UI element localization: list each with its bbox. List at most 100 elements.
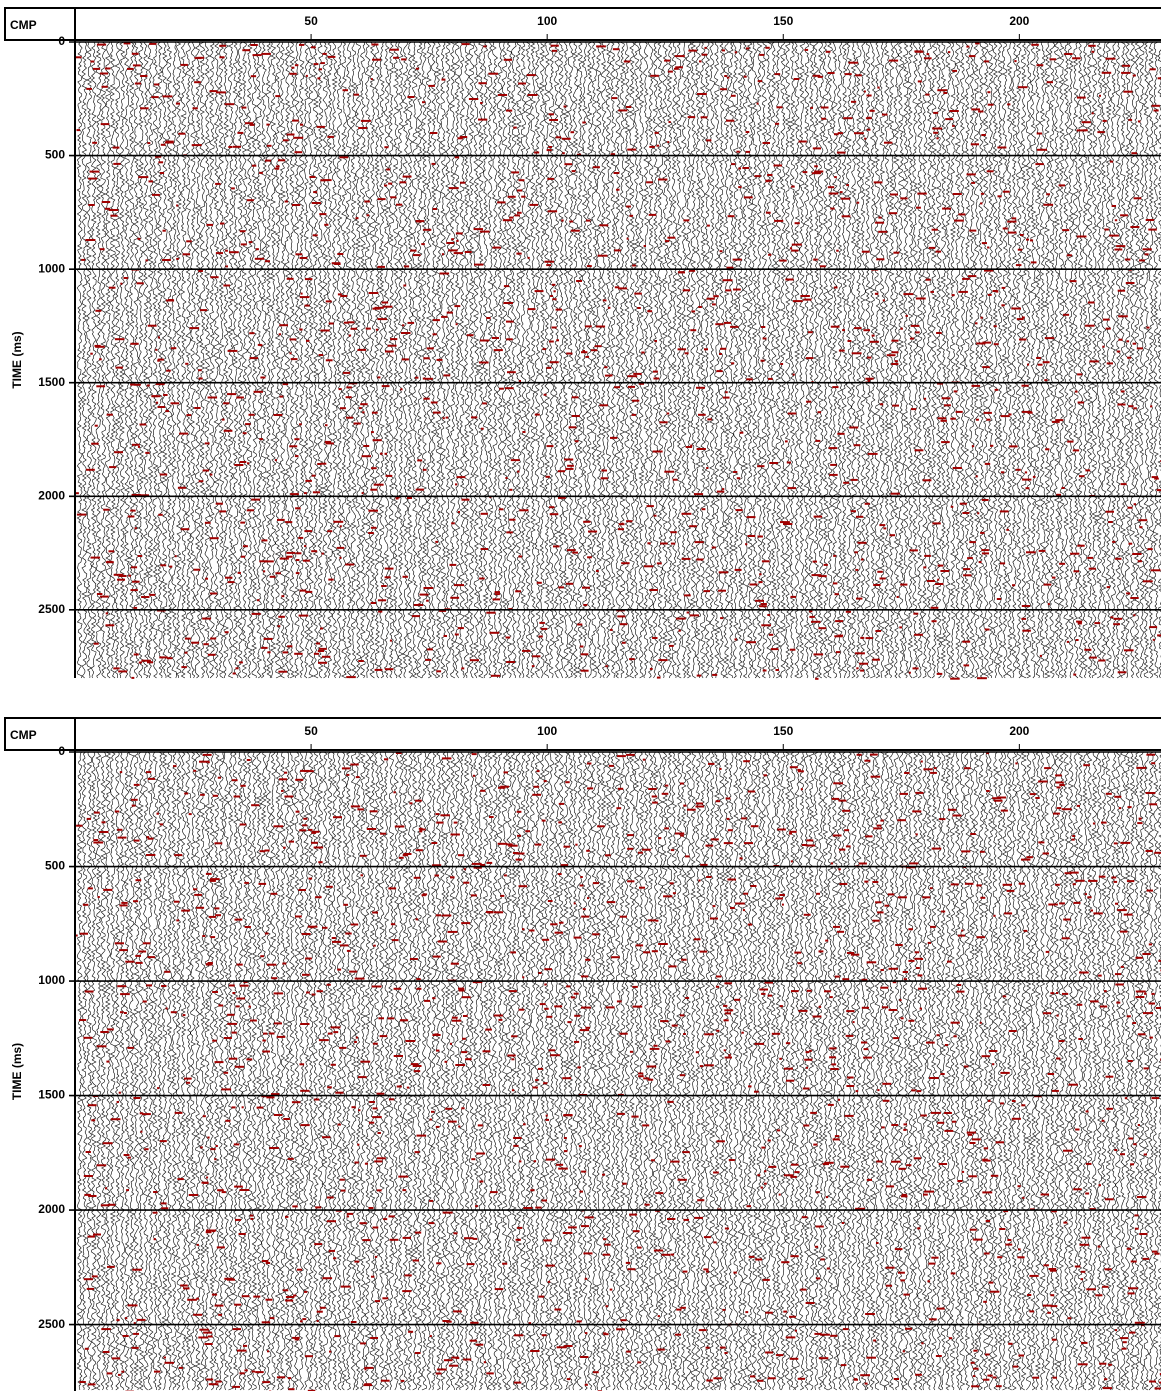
wiggle-trace <box>941 42 946 678</box>
red-fill <box>993 915 995 917</box>
red-fill <box>1003 228 1008 230</box>
red-fill <box>1100 1006 1107 1008</box>
red-fill <box>855 551 858 553</box>
red-fill <box>88 1195 96 1197</box>
red-fill <box>767 614 770 616</box>
red-fill <box>997 1256 1002 1258</box>
red-fill <box>103 1142 113 1144</box>
red-fill <box>1108 1364 1112 1366</box>
red-fill <box>106 624 115 626</box>
red-fill <box>359 407 362 409</box>
red-fill <box>514 1334 523 1336</box>
red-fill <box>300 1063 305 1065</box>
red-fill <box>216 1145 218 1147</box>
red-fill <box>1070 280 1077 282</box>
red-fill <box>918 80 922 82</box>
red-fill <box>995 389 999 391</box>
red-fill <box>1120 1153 1125 1155</box>
red-fill <box>804 299 812 301</box>
red-fill <box>219 56 224 58</box>
wiggle-trace <box>653 42 658 678</box>
red-fill <box>967 1132 976 1134</box>
red-fill <box>757 1174 760 1176</box>
red-fill <box>566 353 572 355</box>
red-fill <box>1072 57 1081 59</box>
red-fill <box>171 402 180 404</box>
red-fill <box>968 275 976 277</box>
red-fill <box>102 201 111 203</box>
red-fill <box>862 1007 869 1009</box>
wiggle-trace <box>394 42 399 678</box>
red-fill <box>262 1040 266 1042</box>
red-fill <box>790 649 796 651</box>
red-fill <box>1077 129 1086 131</box>
red-fill <box>803 171 808 173</box>
red-fill <box>504 874 507 876</box>
wiggle-trace <box>1012 752 1017 1390</box>
red-fill <box>628 1268 636 1270</box>
red-fill <box>427 648 433 650</box>
red-fill <box>667 1218 675 1220</box>
red-fill <box>736 151 739 153</box>
red-fill <box>900 197 907 199</box>
wiggle-trace <box>172 42 177 678</box>
wiggle-trace <box>219 752 224 1390</box>
red-fill <box>373 1107 378 1109</box>
wiggle-trace <box>1035 42 1040 678</box>
wiggle-trace <box>1045 752 1050 1390</box>
red-fill <box>813 259 818 261</box>
red-fill <box>679 630 681 632</box>
red-fill <box>517 811 522 813</box>
red-fill <box>538 1296 544 1298</box>
red-fill <box>169 566 172 568</box>
red-fill <box>884 142 892 144</box>
red-fill <box>549 341 554 343</box>
red-fill <box>691 310 695 312</box>
red-fill <box>279 778 287 780</box>
x-tick-label: 200 <box>1009 14 1029 28</box>
red-fill <box>807 990 812 992</box>
red-fill <box>930 887 933 889</box>
red-fill <box>924 555 931 557</box>
red-fill <box>932 848 942 850</box>
red-fill <box>725 391 728 393</box>
red-fill <box>1120 214 1128 216</box>
wiggle-trace <box>710 752 715 1390</box>
red-fill <box>243 545 248 547</box>
red-fill <box>1135 1322 1145 1324</box>
red-fill <box>492 337 499 339</box>
wiggle-trace <box>974 752 979 1390</box>
red-fill <box>210 276 218 278</box>
wiggle-trace <box>984 752 989 1390</box>
red-fill <box>564 459 573 461</box>
red-fill <box>384 146 388 148</box>
wiggle-trace <box>389 42 394 678</box>
red-fill <box>328 1033 333 1035</box>
red-fill <box>1148 229 1157 231</box>
red-fill <box>881 969 884 971</box>
wiggle-trace <box>630 42 635 678</box>
red-fill <box>1110 616 1113 618</box>
red-fill <box>1150 405 1152 407</box>
red-fill <box>1152 1097 1160 1099</box>
red-fill <box>1014 60 1016 62</box>
red-fill <box>205 1343 213 1345</box>
wiggle-trace <box>965 42 970 678</box>
red-fill <box>1099 1363 1106 1365</box>
red-fill <box>980 202 982 204</box>
red-fill <box>226 265 229 267</box>
red-fill <box>503 219 512 221</box>
red-fill <box>558 873 562 875</box>
red-fill <box>554 290 556 292</box>
red-fill <box>697 1199 704 1201</box>
red-fill <box>953 467 962 469</box>
wiggle-trace <box>82 42 87 678</box>
red-fill <box>119 949 127 951</box>
red-fill <box>292 1205 297 1207</box>
red-fill <box>356 776 360 778</box>
wiggle-trace <box>1059 42 1064 678</box>
red-fill <box>174 901 180 903</box>
red-fill <box>846 1010 854 1012</box>
red-fill <box>206 1231 212 1233</box>
red-fill <box>744 842 753 844</box>
